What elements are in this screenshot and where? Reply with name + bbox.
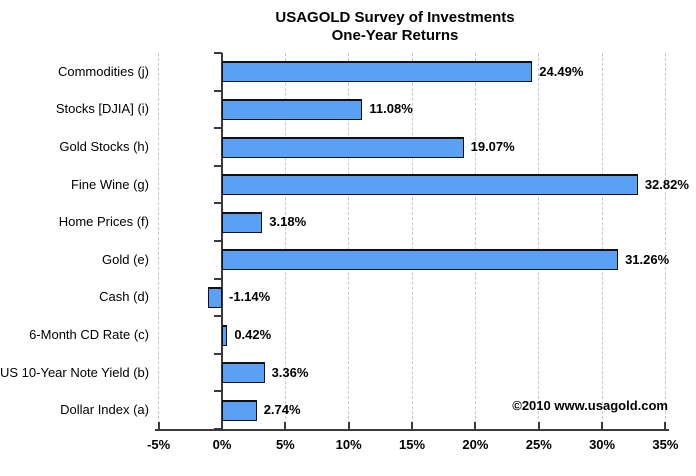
bar [222, 174, 638, 196]
x-tick [664, 422, 667, 429]
category-label: Gold Stocks (h) [59, 139, 149, 154]
gridline [664, 53, 666, 429]
x-tick [474, 422, 477, 429]
category-label: Cash (d) [99, 289, 149, 305]
chart-title: USAGOLD Survey of Investments One-Year R… [95, 9, 695, 45]
y-tick [214, 127, 222, 130]
y-tick [214, 240, 222, 242]
bar-value-label: 32.82% [644, 176, 689, 192]
category-label: Dollar Index (a) [60, 402, 149, 418]
category-label: Gold (e) [102, 251, 149, 267]
x-tick-label: 10% [335, 437, 362, 452]
category-label: 6-Month CD Rate (c) [29, 327, 149, 342]
x-tick-label: 25% [525, 437, 552, 452]
bar-value-label: 2.74% [263, 402, 301, 418]
x-tick [284, 422, 287, 429]
gridline [538, 53, 540, 429]
bar [222, 136, 464, 158]
y-tick [214, 315, 222, 318]
bar [222, 61, 533, 83]
x-tick [601, 422, 604, 429]
bar-value-label: 11.08% [369, 101, 413, 117]
x-tick-label: 20% [462, 437, 489, 452]
copyright-text: ©2010 www.usagold.com [512, 398, 668, 413]
x-tick-label: 15% [399, 437, 426, 452]
bar-value-label: 3.36% [271, 364, 309, 380]
x-tick-label: -5% [147, 437, 171, 452]
y-tick [214, 52, 222, 54]
x-tick [221, 422, 223, 429]
bar [222, 249, 619, 271]
x-tick [157, 422, 160, 429]
bar-value-label: 19.07% [470, 139, 515, 154]
category-label: US 10-Year Note Yield (b) [0, 364, 150, 380]
y-tick [214, 202, 222, 205]
gridline [284, 53, 286, 429]
bar [222, 211, 263, 233]
bar [222, 98, 363, 120]
bar-value-label: 31.26% [625, 251, 670, 267]
y-tick [214, 352, 222, 355]
bar [207, 286, 222, 308]
bar [222, 362, 265, 384]
bar-value-label: 24.49% [539, 63, 584, 79]
gridline [474, 53, 476, 429]
x-tick [347, 422, 350, 429]
category-label: Commodities (j) [57, 63, 149, 79]
x-tick [411, 422, 414, 429]
gridline [158, 53, 160, 429]
y-tick [214, 277, 222, 280]
x-axis-line [154, 429, 670, 431]
category-label: Home Prices (f) [58, 214, 149, 230]
category-label: Stocks [DJIA] (i) [55, 101, 149, 117]
x-tick-label: 35% [652, 437, 679, 452]
bar [222, 399, 257, 421]
y-axis-line [221, 53, 223, 429]
y-tick [214, 390, 222, 393]
y-tick [214, 428, 222, 430]
bar [222, 324, 228, 346]
x-tick-label: 0% [212, 437, 232, 452]
category-label: Fine Wine (g) [70, 176, 149, 192]
x-tick [537, 422, 540, 429]
x-tick-label: 5% [275, 437, 295, 452]
gridline [601, 53, 603, 429]
chart-title-line2: One-Year Returns [331, 27, 459, 44]
y-tick [214, 164, 222, 167]
bar-value-label: 3.18% [269, 214, 307, 230]
chart-title-line1: USAGOLD Survey of Investments [275, 9, 515, 26]
bar-value-label: 0.42% [234, 327, 272, 342]
x-tick-label: 30% [589, 437, 616, 452]
gridline [348, 53, 350, 429]
bar-value-label: -1.14% [229, 289, 271, 305]
y-tick [214, 89, 222, 92]
gridline [411, 53, 413, 429]
